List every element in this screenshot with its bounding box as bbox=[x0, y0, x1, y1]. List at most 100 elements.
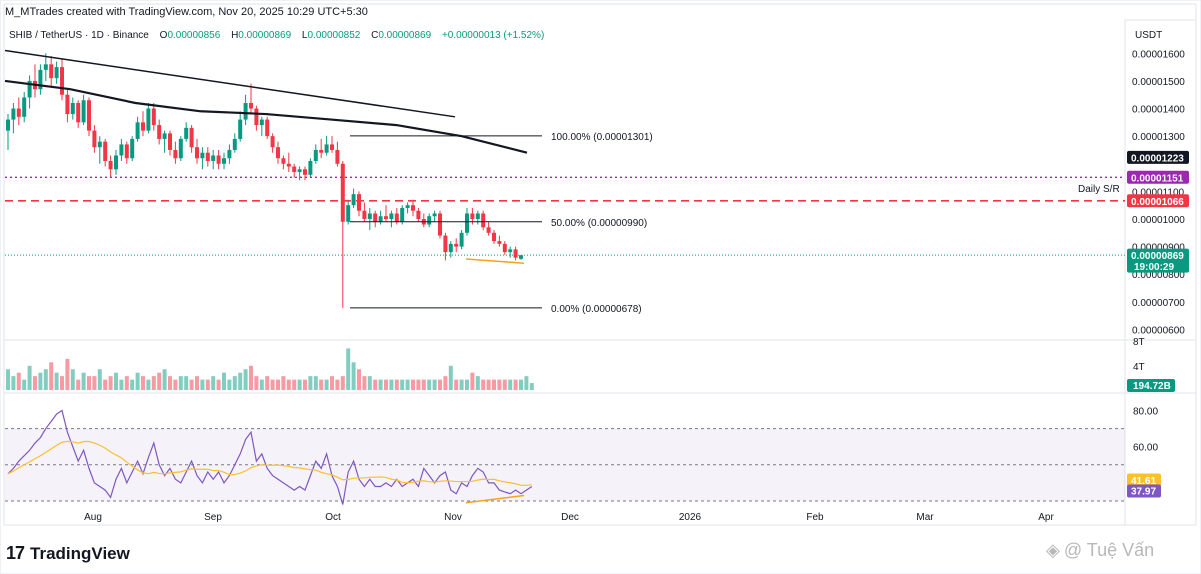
rsi-line bbox=[7, 409, 533, 505]
candle-body bbox=[475, 213, 480, 219]
candle-body bbox=[351, 194, 356, 206]
time-tick-label: Oct bbox=[325, 512, 341, 523]
candle-body bbox=[146, 108, 151, 131]
candle-body bbox=[438, 213, 442, 236]
volume-bar bbox=[448, 365, 453, 390]
candle-body bbox=[470, 213, 475, 219]
volume-bar bbox=[389, 379, 394, 390]
candle-body bbox=[497, 241, 502, 244]
price-badge-text: 0.00000869 bbox=[1131, 251, 1184, 262]
volume-bar bbox=[265, 376, 270, 390]
volume-badge bbox=[1127, 379, 1175, 392]
volume-bar bbox=[243, 369, 248, 390]
volume-bar bbox=[200, 379, 205, 390]
rsi-tick-label: 60.00 bbox=[1133, 443, 1158, 454]
fib-level-label: 0.00% (0.00000678) bbox=[551, 304, 642, 315]
watermark-text: @ Tuệ Vấn bbox=[1063, 540, 1155, 560]
volume-bar bbox=[529, 383, 534, 390]
volume-bar bbox=[216, 379, 221, 390]
volume-bar bbox=[502, 379, 507, 390]
price-tick-label: 0.00001100 bbox=[1132, 187, 1185, 198]
volume-bar bbox=[486, 379, 491, 390]
volume-bar bbox=[124, 376, 129, 390]
currency-label[interactable]: USDT bbox=[1135, 30, 1162, 41]
candle-body bbox=[357, 194, 361, 211]
candle-body bbox=[243, 103, 248, 120]
rsi-badge bbox=[1127, 484, 1161, 498]
price-badge-text: 0.00001223 bbox=[1131, 153, 1184, 164]
volume-bar bbox=[286, 379, 291, 390]
candle-body bbox=[222, 158, 226, 164]
tv-logo-icon: 17 bbox=[6, 543, 25, 563]
candle-body bbox=[292, 166, 297, 173]
candle-body bbox=[6, 119, 10, 131]
candle-body bbox=[70, 103, 75, 115]
price-tick-label: 0.00001000 bbox=[1132, 215, 1185, 226]
candle-body bbox=[76, 103, 81, 123]
volume-bar bbox=[108, 376, 113, 390]
candle-body bbox=[151, 108, 156, 126]
candle-body bbox=[49, 64, 54, 79]
volume-bar bbox=[87, 376, 91, 390]
candle-body bbox=[22, 97, 27, 117]
candle-body bbox=[308, 161, 313, 175]
volume-bar bbox=[519, 379, 523, 390]
candle-body bbox=[11, 108, 16, 120]
rsi-tick-label: 80.00 bbox=[1133, 406, 1158, 417]
volume-bar bbox=[195, 376, 199, 390]
symbol-legend: SHIB / TetherUS · 1D · Binance O0.000008… bbox=[9, 30, 544, 41]
downtrend-line bbox=[4, 49, 456, 118]
volume-bar bbox=[157, 372, 162, 390]
candle-body bbox=[189, 127, 194, 148]
candle-body bbox=[43, 64, 48, 70]
price-tick-label: 0.00001500 bbox=[1132, 77, 1185, 88]
candle-body bbox=[384, 216, 388, 219]
candle-body bbox=[81, 100, 86, 123]
candle-body bbox=[454, 243, 459, 247]
volume-bar bbox=[249, 365, 253, 390]
price-tick-label: 0.00000800 bbox=[1132, 270, 1185, 281]
rsi-divergence-line bbox=[465, 494, 525, 504]
time-tick-label: Nov bbox=[444, 512, 462, 523]
fib-level-label: 100.00% (0.00001301) bbox=[551, 132, 653, 143]
candle-body bbox=[173, 149, 178, 159]
volume-bar bbox=[97, 369, 102, 390]
volume-bar bbox=[173, 379, 178, 390]
candle-body bbox=[481, 213, 486, 228]
countdown-text: 19:00:29 bbox=[1134, 262, 1174, 273]
candle-body bbox=[205, 152, 210, 161]
candle-body bbox=[281, 158, 286, 164]
candle-body bbox=[303, 169, 307, 175]
candle-body bbox=[232, 138, 237, 150]
volume-bar bbox=[178, 376, 183, 390]
tradingview-logo[interactable]: 17 TradingView bbox=[6, 543, 130, 564]
volume-bar bbox=[205, 379, 210, 390]
volume-bar bbox=[481, 379, 486, 390]
candle-body bbox=[362, 210, 367, 219]
volume-bar bbox=[384, 379, 388, 390]
candle-body bbox=[286, 163, 291, 167]
symbol-name[interactable]: SHIB / TetherUS · 1D · Binance bbox=[9, 30, 149, 41]
volume-bar bbox=[168, 376, 172, 390]
volume-bar bbox=[362, 376, 367, 390]
volume-bar bbox=[357, 369, 361, 390]
open-value: 0.00000856 bbox=[167, 30, 221, 41]
candle-body bbox=[411, 205, 415, 211]
volume-bar bbox=[497, 379, 502, 390]
candle-body bbox=[162, 133, 167, 139]
candle-body bbox=[135, 122, 140, 139]
candle-body bbox=[394, 213, 399, 222]
time-tick-label: Aug bbox=[84, 512, 102, 523]
candle-body bbox=[270, 136, 275, 148]
price-badge bbox=[1127, 170, 1189, 184]
candle-body bbox=[508, 249, 513, 253]
high-label: H bbox=[231, 30, 239, 41]
candle-body bbox=[130, 138, 135, 159]
volume-bar bbox=[492, 379, 496, 390]
low-label: L bbox=[301, 30, 308, 41]
volume-bar bbox=[227, 379, 232, 390]
rsi-badge-text: 37.97 bbox=[1131, 487, 1156, 498]
close-label: C bbox=[371, 30, 379, 41]
volume-bar bbox=[38, 372, 43, 390]
